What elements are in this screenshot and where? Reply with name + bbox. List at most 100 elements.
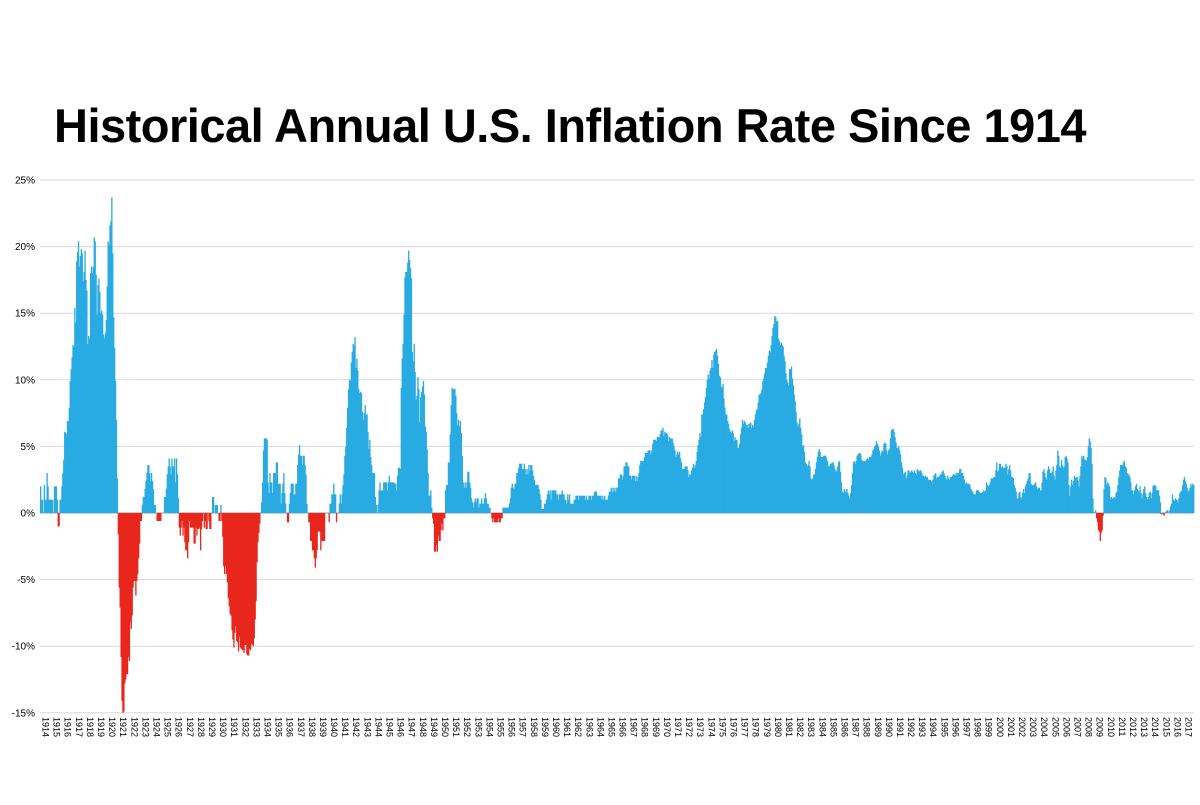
inflation-bar	[877, 446, 880, 513]
inflation-bar	[739, 443, 741, 513]
inflation-bar	[629, 475, 632, 513]
inflation-bar	[990, 478, 992, 513]
inflation-bar	[602, 495, 604, 513]
inflation-bar	[994, 477, 996, 513]
inflation-bar	[948, 479, 951, 513]
inflation-bar	[1104, 477, 1106, 513]
x-axis-year-label: 1942	[351, 717, 361, 737]
inflation-bar	[491, 513, 493, 519]
inflation-bar	[578, 499, 580, 513]
inflation-bar	[923, 477, 926, 513]
inflation-bar	[388, 475, 390, 513]
inflation-bar	[328, 513, 330, 523]
inflation-bar	[323, 513, 326, 541]
inflation-bar	[830, 463, 832, 513]
inflation-bar	[1079, 475, 1081, 513]
x-axis-year-label: 1969	[651, 717, 661, 737]
inflation-bar	[1077, 481, 1079, 513]
inflation-bar	[431, 507, 433, 513]
inflation-bar	[465, 487, 467, 513]
inflation-bar	[353, 345, 355, 513]
inflation-bar	[378, 490, 380, 513]
inflation-bar	[436, 513, 439, 552]
inflation-bar	[721, 387, 723, 513]
inflation-bar	[993, 477, 995, 513]
inflation-bar	[535, 485, 537, 513]
inflation-bar	[998, 463, 1001, 513]
inflation-bar	[1072, 481, 1075, 513]
inflation-bar	[801, 446, 804, 513]
inflation-bar	[1057, 450, 1059, 513]
inflation-bar	[567, 494, 569, 513]
inflation-bar	[477, 498, 479, 513]
inflation-bar	[330, 503, 332, 513]
inflation-bar	[666, 434, 669, 513]
inflation-bar	[714, 351, 716, 513]
inflation-bar	[576, 495, 578, 513]
inflation-bar	[954, 475, 956, 513]
inflation-bar	[364, 405, 366, 513]
y-axis-label: -5%	[17, 575, 35, 586]
inflation-bar	[450, 405, 452, 513]
inflation-bar	[659, 434, 661, 513]
inflation-bar	[244, 513, 246, 645]
inflation-bar	[508, 503, 511, 513]
inflation-bar	[864, 461, 867, 513]
x-axis-year-label: 1996	[950, 717, 960, 737]
inflation-bar	[80, 249, 83, 513]
inflation-bar	[809, 466, 811, 513]
inflation-bar	[418, 389, 420, 513]
x-axis-year-label: 2006	[1061, 717, 1071, 737]
inflation-bar	[1003, 467, 1005, 513]
inflation-bar	[1153, 485, 1155, 513]
inflation-bar	[1087, 446, 1089, 513]
inflation-bar	[933, 475, 935, 513]
x-axis-year-label: 1979	[762, 717, 772, 737]
inflation-bar	[789, 369, 792, 513]
inflation-bar	[345, 446, 347, 513]
inflation-bar	[128, 513, 131, 661]
inflation-bar	[294, 494, 296, 513]
x-axis-year-label: 1964	[595, 717, 605, 737]
inflation-bar	[973, 494, 975, 513]
inflation-bar	[234, 513, 236, 633]
inflation-bar	[394, 483, 396, 513]
inflation-bar	[105, 319, 107, 513]
x-axis-year-label: 1941	[340, 717, 350, 737]
inflation-bar	[886, 450, 888, 513]
inflation-bar	[329, 503, 331, 513]
inflation-bar	[273, 473, 276, 513]
inflation-bar	[266, 439, 268, 513]
inflation-bar	[1123, 461, 1126, 513]
inflation-bar	[752, 426, 755, 513]
x-axis-year-label: 1984	[817, 717, 827, 737]
inflation-bar	[1186, 487, 1188, 513]
inflation-bar	[347, 389, 350, 513]
inflation-bar	[989, 482, 991, 513]
inflation-bar	[567, 499, 570, 513]
inflation-bar	[61, 486, 63, 513]
inflation-bar	[764, 373, 766, 513]
inflation-bar	[985, 490, 987, 513]
inflation-bar	[635, 475, 637, 513]
inflation-bar	[1174, 498, 1176, 513]
inflation-bar	[45, 499, 47, 513]
x-axis-year-label: 1956	[507, 717, 517, 737]
inflation-bar	[690, 470, 693, 513]
y-axis-label: 20%	[15, 242, 35, 253]
inflation-bar	[182, 513, 184, 536]
inflation-bar	[366, 414, 368, 513]
inflation-bar	[775, 317, 777, 513]
inflation-bar	[655, 441, 658, 513]
inflation-bar	[66, 421, 69, 513]
inflation-bar	[56, 499, 58, 513]
inflation-bar	[363, 413, 365, 513]
inflation-bar	[699, 433, 701, 513]
x-axis-year-label: 2017	[1184, 717, 1194, 737]
inflation-bar	[562, 494, 564, 513]
inflation-bar	[1091, 463, 1093, 513]
inflation-bar	[911, 471, 914, 513]
inflation-bar	[481, 498, 483, 513]
inflation-bar	[944, 475, 946, 513]
inflation-bar	[519, 463, 522, 513]
